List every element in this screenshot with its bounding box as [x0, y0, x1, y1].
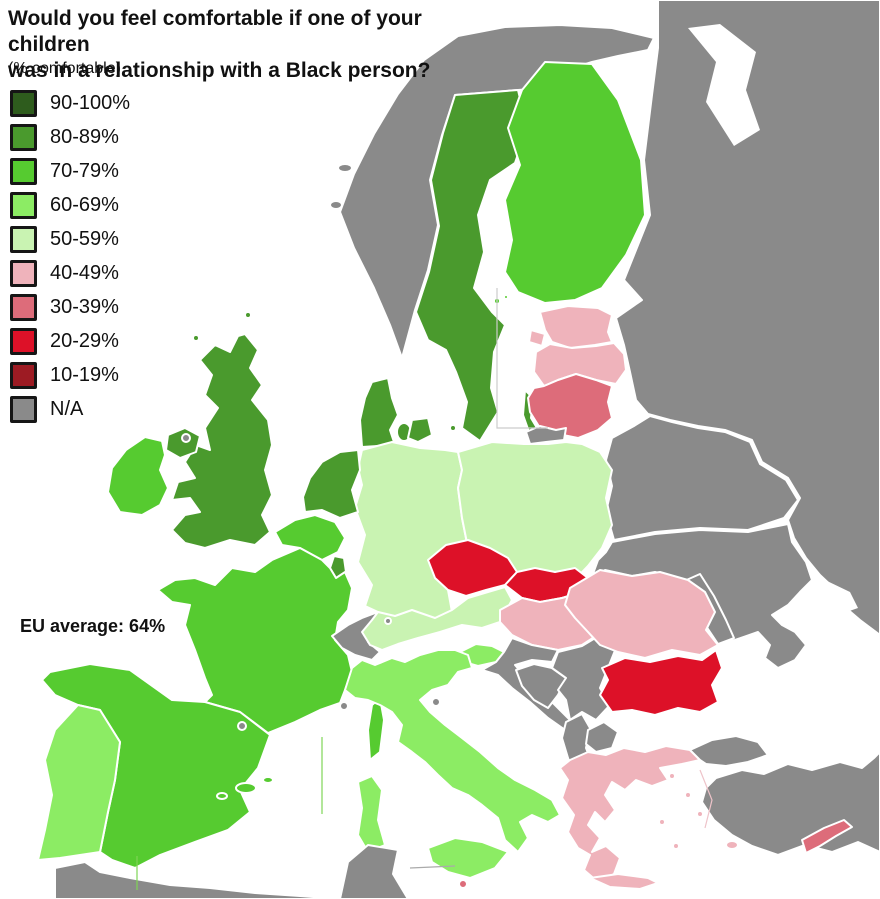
region-kaliningrad — [525, 425, 567, 445]
monaco-dot — [339, 701, 349, 711]
legend-row-9: N/A — [10, 396, 130, 423]
island-crete — [589, 873, 659, 890]
title-line-2: was in a relationship with a Black perso… — [8, 59, 431, 82]
country-sweden — [415, 89, 528, 442]
island-ibiza — [216, 792, 228, 800]
island-sicily — [427, 837, 509, 879]
island-aegean — [684, 791, 692, 799]
legend-swatch-1 — [10, 124, 37, 151]
country-estonia — [539, 305, 613, 349]
white-sea — [688, 24, 760, 146]
island-aegean — [668, 772, 676, 780]
legend-label-2: 70-79% — [50, 160, 119, 182]
island-saaremaa — [528, 329, 546, 347]
country-greece — [559, 745, 701, 883]
legend-swatch-5 — [10, 260, 37, 287]
country-romania — [564, 569, 719, 659]
legend-row-6: 30-39% — [10, 294, 130, 321]
legend-row-7: 20-29% — [10, 328, 130, 355]
legend-label-9: N/A — [50, 398, 84, 420]
legend-swatch-2 — [10, 158, 37, 185]
island-rhodes — [725, 840, 739, 850]
san-marino-dot — [431, 697, 441, 707]
country-turkey — [701, 751, 880, 856]
region-turkey-europe — [689, 735, 769, 767]
legend-row-1: 80-89% — [10, 124, 130, 151]
country-ireland — [107, 436, 169, 516]
region-northern-ireland — [165, 427, 201, 459]
legend-label-3: 60-69% — [50, 194, 119, 216]
page-title: Would you feel comfortable if one of you… — [8, 6, 508, 84]
legend-label-4: 50-59% — [50, 228, 119, 250]
country-cyprus — [801, 819, 853, 854]
legend-label-5: 40-49% — [50, 262, 119, 284]
sea-of-azov — [800, 580, 858, 615]
country-lithuania — [527, 373, 613, 439]
country-austria — [361, 586, 513, 651]
legend-label-6: 30-39% — [50, 296, 119, 318]
island-sardinia — [357, 775, 386, 853]
country-portugal — [37, 704, 121, 861]
tunisia — [339, 844, 409, 899]
legend-swatch-9 — [10, 396, 37, 423]
isle-of-man — [181, 433, 191, 443]
legend-swatch-8 — [10, 362, 37, 389]
subtitle: (% comfortable) — [8, 60, 121, 77]
island-aegean — [658, 818, 666, 826]
country-bulgaria — [599, 649, 723, 716]
north-africa — [54, 861, 341, 899]
legend-label-8: 10-19% — [50, 364, 119, 386]
legend-label-1: 80-89% — [50, 126, 119, 148]
legend-row-5: 40-49% — [10, 260, 130, 287]
island-aland — [503, 294, 509, 300]
legend-label-0: 90-100% — [50, 92, 131, 114]
legend-swatch-4 — [10, 226, 37, 253]
country-italy — [344, 649, 561, 853]
eu-average-label: EU average: 64% — [20, 616, 166, 636]
andorra-dot — [237, 721, 247, 731]
island-hebrides — [192, 334, 200, 342]
legend-swatch-0 — [10, 90, 37, 117]
liechtenstein-dot — [384, 617, 392, 625]
legend-row-4: 50-59% — [10, 226, 130, 253]
legend-swatch-3 — [10, 192, 37, 219]
legend: 90-100% 80-89% 70-79% 60-69% 50-59% 40-49% 30-… — [10, 90, 130, 430]
norway-coast-islands — [329, 200, 343, 210]
legend-label-7: 20-29% — [50, 330, 119, 352]
country-united-kingdom — [171, 333, 273, 549]
legend-swatch-6 — [10, 294, 37, 321]
legend-row-3: 60-69% — [10, 192, 130, 219]
island-aegean — [696, 810, 704, 818]
legend-row-0: 90-100% — [10, 90, 130, 117]
title-line-1: Would you feel comfortable if one of you… — [8, 7, 422, 56]
norway-coast-islands — [337, 163, 353, 173]
country-belgium — [274, 514, 346, 561]
country-finland — [504, 61, 646, 304]
country-netherlands — [302, 449, 361, 519]
island-zealand — [407, 417, 433, 443]
legend-swatch-7 — [10, 328, 37, 355]
country-north-macedonia — [585, 721, 619, 753]
island-menorca — [262, 776, 274, 784]
country-bosnia — [515, 663, 567, 709]
legend-row-8: 10-19% — [10, 362, 130, 389]
island-bornholm — [449, 424, 457, 432]
country-malta — [458, 879, 468, 889]
island-aegean — [672, 842, 680, 850]
legend-row-2: 70-79% — [10, 158, 130, 185]
island-orkney — [244, 311, 252, 319]
island-corsica — [367, 697, 385, 761]
maritime-boundaries — [136, 288, 713, 890]
island-mallorca — [235, 782, 257, 794]
country-denmark — [359, 377, 399, 448]
